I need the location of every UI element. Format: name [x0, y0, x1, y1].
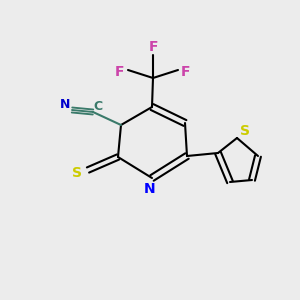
Text: S: S	[72, 166, 82, 180]
Text: C: C	[93, 100, 103, 113]
Text: N: N	[60, 98, 70, 112]
Text: F: F	[115, 65, 125, 79]
Text: N: N	[144, 182, 156, 196]
Text: F: F	[181, 65, 191, 79]
Text: F: F	[148, 40, 158, 54]
Text: S: S	[240, 124, 250, 138]
